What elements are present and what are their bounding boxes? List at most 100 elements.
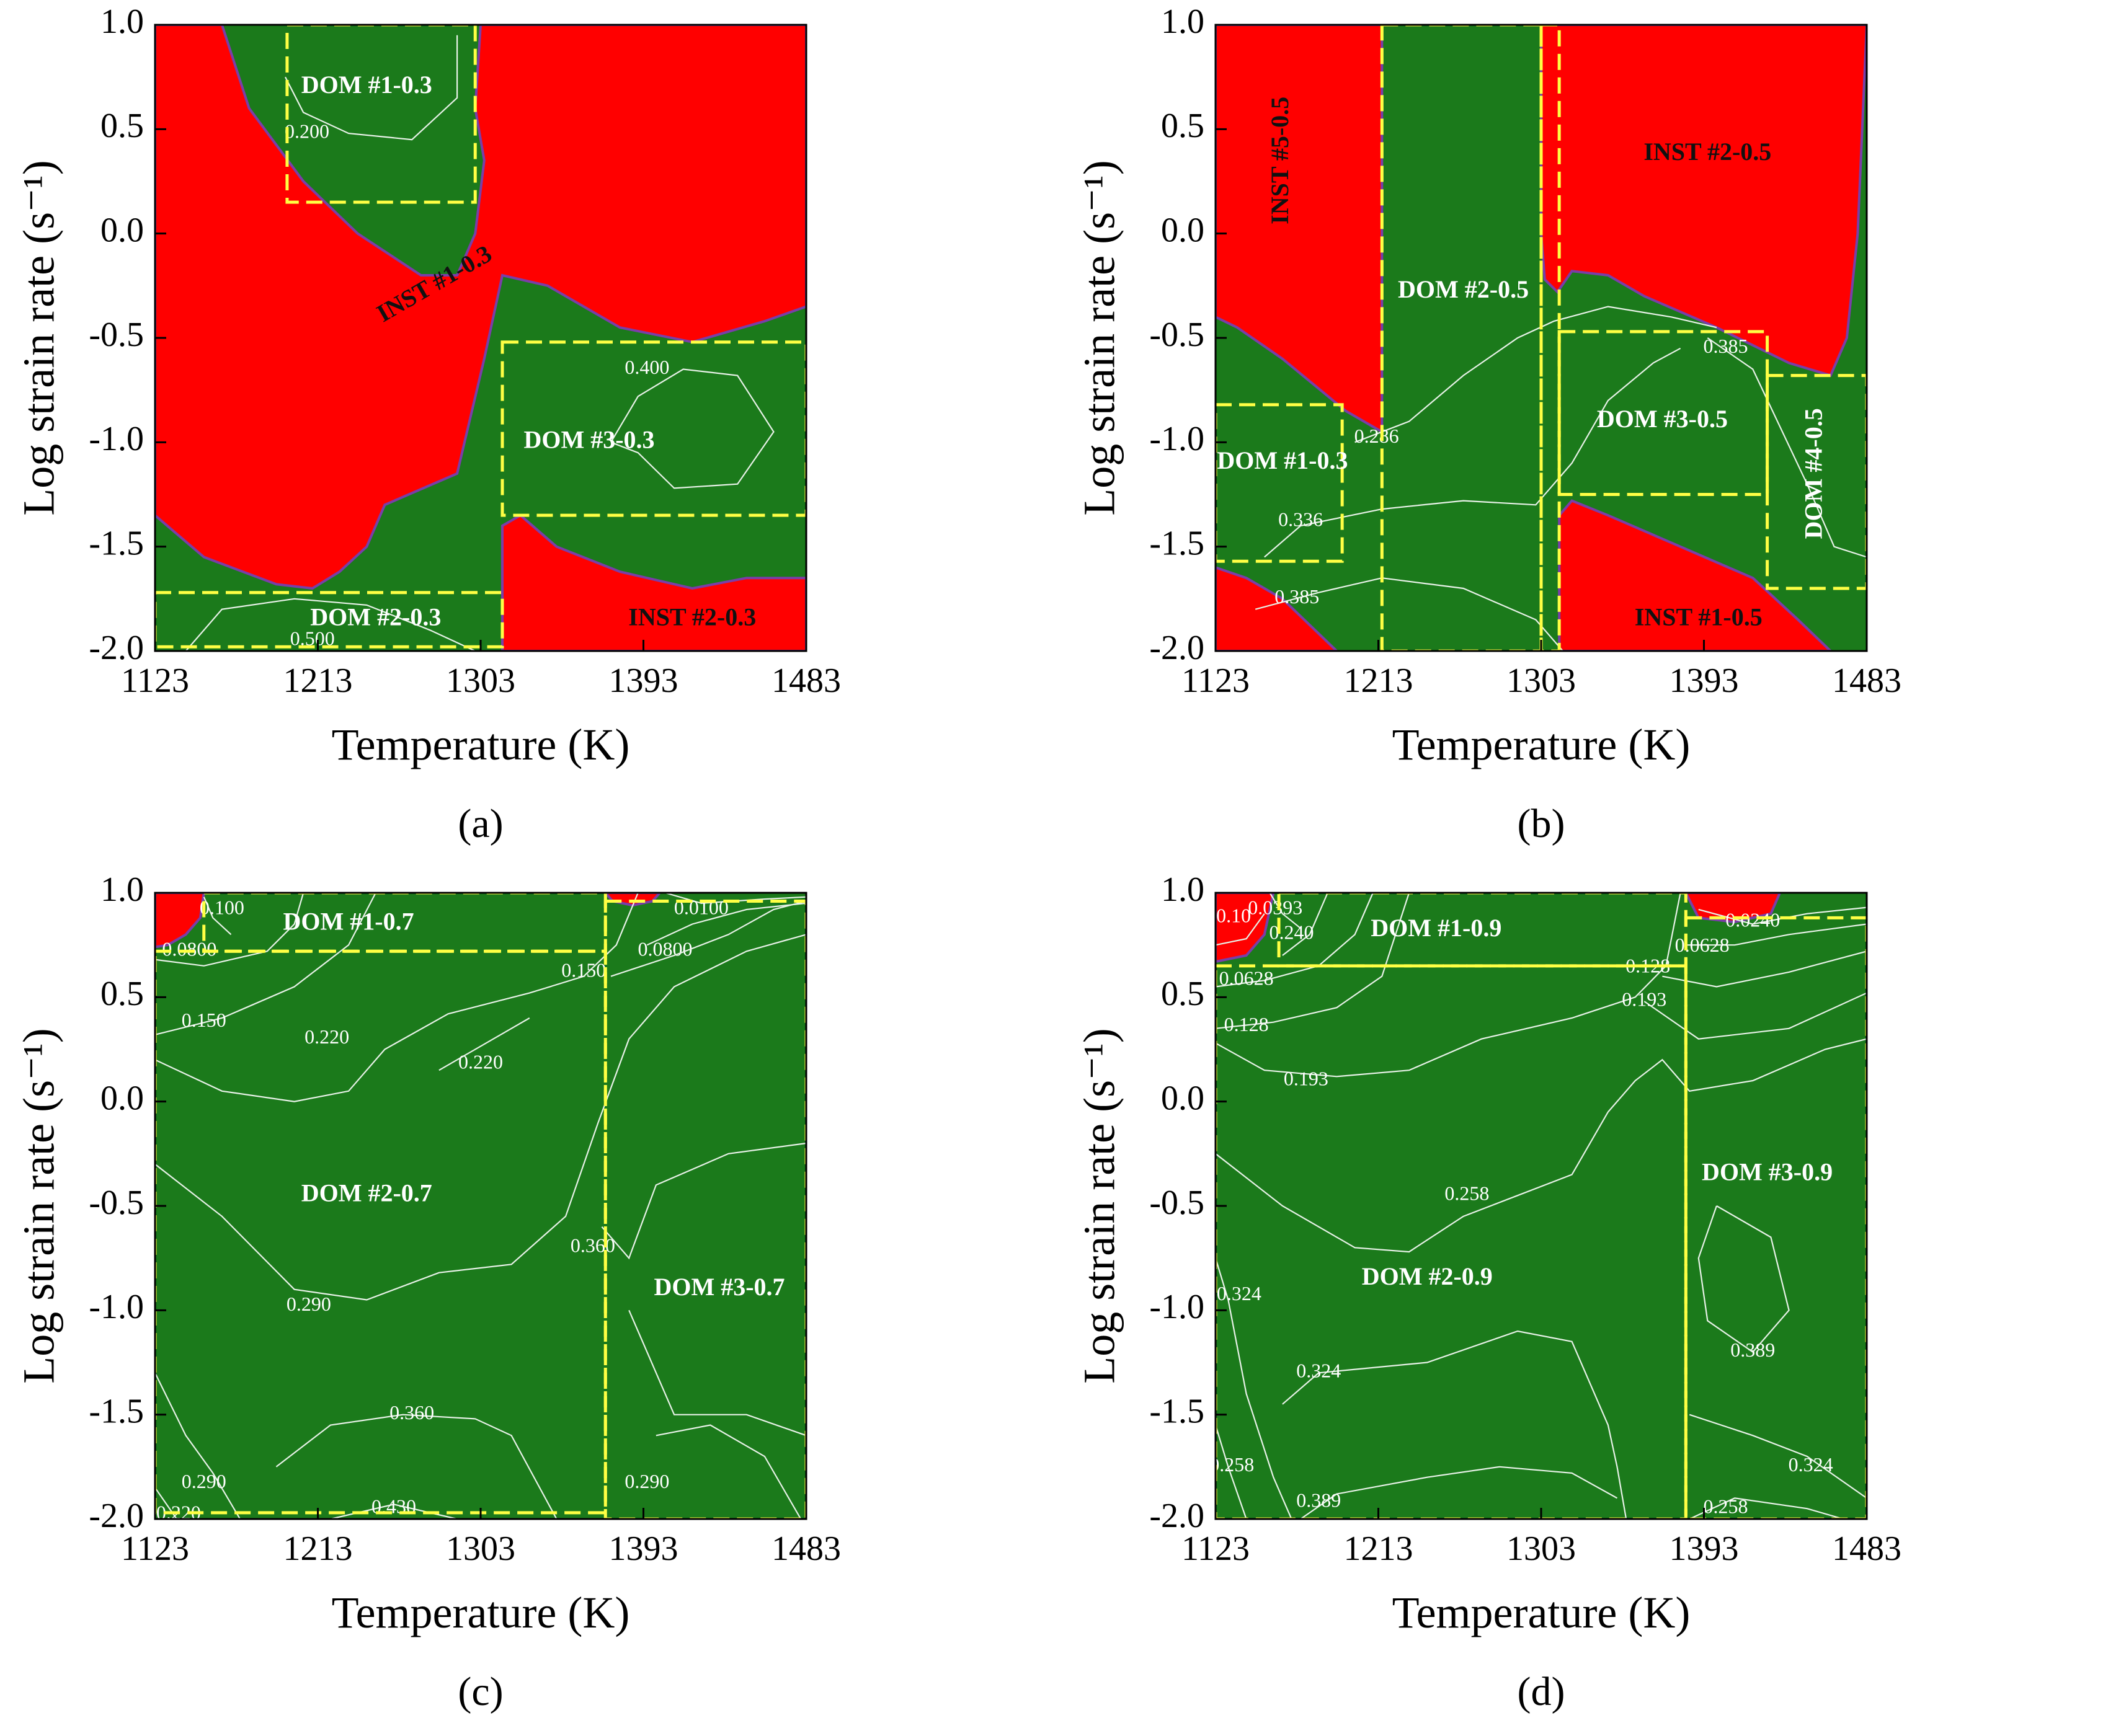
- x-tick-label: 1123: [121, 1530, 189, 1568]
- instability-label: INST #2-0.3: [628, 603, 756, 631]
- x-tick-label: 1213: [283, 662, 353, 700]
- y-tick-label: 1.0: [1161, 870, 1204, 909]
- panel-d: 0.10 0.0393 0.240 0.0628 0.128 0.193 0.0240 0.0…: [1060, 868, 2121, 1736]
- contour-line: [1689, 1497, 1844, 1519]
- contour-label: 0.0240: [1725, 908, 1780, 931]
- contour-label: 0.150: [182, 1009, 226, 1031]
- instability-label: INST #1-0.5: [1635, 603, 1763, 631]
- contour-line: [155, 1372, 241, 1519]
- x-tick-label: 1213: [1344, 662, 1413, 700]
- contour-label: 0.0800: [162, 938, 216, 960]
- contour-line: [1216, 893, 1410, 1029]
- contour-line: [1216, 1038, 1867, 1253]
- y-tick-label: -1.5: [89, 1393, 144, 1431]
- domain-label: DOM #2-0.7: [301, 1179, 432, 1207]
- domain-label: DOM #3-0.3: [523, 426, 654, 454]
- domain-label: DOM #1-0.3: [301, 71, 432, 99]
- y-tick-label: -0.5: [89, 1184, 144, 1222]
- y-tick-label: -0.5: [1149, 1184, 1204, 1222]
- contour-line: [601, 1142, 806, 1260]
- contour-label: 0.10: [1216, 905, 1251, 927]
- domain-label: DOM #1-0.3: [1217, 446, 1348, 474]
- x-tick-label: 1303: [1506, 662, 1576, 700]
- contour-label: 0.193: [1622, 988, 1666, 1010]
- x-tick-label: 1393: [1670, 662, 1739, 700]
- domain-label: DOM #4-0.5: [1800, 408, 1828, 539]
- processing-map-c: 0.100 0.0800 0.150 0.220 0.220 0.0100 0.0800 0.…: [14, 870, 841, 1714]
- y-tick-label: -1.0: [1149, 1288, 1204, 1326]
- x-tick-label: 1483: [771, 1530, 841, 1568]
- contour-line: [155, 893, 639, 1102]
- panel-caption: (d): [1518, 1669, 1565, 1714]
- y-tick-label: -1.5: [1149, 525, 1204, 563]
- contour-label: 0.400: [625, 356, 669, 378]
- x-tick-label: 1123: [1181, 662, 1250, 700]
- contour-label: 0.385: [1704, 335, 1748, 357]
- instability-region: [155, 893, 205, 949]
- contour-line: [1282, 1330, 1627, 1519]
- domain-label: DOM #3-0.5: [1597, 405, 1728, 433]
- domain-box: [500, 340, 806, 517]
- instability-region: [1216, 893, 1275, 963]
- contour-line: [1686, 923, 1867, 946]
- x-tick-label: 1483: [1832, 1530, 1901, 1568]
- contour-label: 0.0393: [1248, 896, 1302, 918]
- x-axis-title: Temperature (K): [332, 720, 630, 769]
- contour-line: [1264, 347, 1681, 558]
- y-tick-label: 0.5: [100, 975, 144, 1013]
- domain-box: [285, 25, 477, 204]
- x-axis-title: Temperature (K): [1392, 720, 1691, 769]
- instability-label: INST #2-0.5: [1643, 138, 1771, 166]
- contour-line: [185, 598, 476, 651]
- contour-label: 0.220: [156, 1502, 201, 1524]
- contour-line: [1689, 1414, 1867, 1499]
- contour-label: 0.290: [287, 1293, 331, 1315]
- contour-line: [1216, 1257, 1292, 1519]
- contour-line: [1707, 337, 1867, 558]
- x-axis-title: Temperature (K): [1392, 1588, 1691, 1637]
- contour-label: 0.0100: [674, 896, 729, 918]
- y-tick-label: -0.5: [1149, 316, 1204, 354]
- y-tick-label: 1.0: [1161, 2, 1204, 41]
- y-axis-title: Log strain rate (s⁻¹): [14, 1028, 64, 1383]
- domain-label: DOM #2-0.9: [1362, 1262, 1493, 1290]
- contour-line: [1282, 893, 1328, 956]
- contour-line: [155, 893, 376, 1035]
- contour-line: [1216, 913, 1265, 946]
- domain-label: DOM #2-0.5: [1398, 275, 1529, 303]
- contour-label: 0.258: [1444, 1182, 1489, 1205]
- contour-label: 0.336: [1278, 508, 1323, 531]
- y-axis-title: Log strain rate (s⁻¹): [1075, 1028, 1124, 1383]
- contour-line: [1697, 1205, 1790, 1353]
- contour-label: 0.385: [1274, 585, 1319, 608]
- y-tick-label: -1.5: [89, 525, 144, 563]
- x-tick-label: 1123: [121, 662, 189, 700]
- contour-label: 0.0628: [1219, 967, 1274, 990]
- contour-line: [1354, 306, 1717, 443]
- contour-label: 0.324: [1296, 1360, 1341, 1382]
- panel-b: 0.286 0.336 0.385 0.385 DOM #1-0.3 DOM #2-0.5…: [1060, 0, 2121, 868]
- contour-label: 0.290: [182, 1470, 226, 1492]
- contour-label: 0.220: [458, 1050, 503, 1073]
- instability-region: [1216, 25, 1384, 434]
- y-tick-label: -1.0: [1149, 420, 1204, 458]
- instability-region: [1540, 25, 1867, 378]
- instability-label: INST #5-0.5: [1266, 97, 1294, 224]
- domain-box: [1539, 25, 1561, 651]
- instability-region: [155, 25, 806, 590]
- y-tick-label: -2.0: [89, 1497, 144, 1535]
- contour-label: 0.128: [1224, 1013, 1269, 1035]
- contour-label: 0.324: [1217, 1282, 1261, 1304]
- y-tick-label: 0.0: [100, 211, 144, 250]
- panel-caption: (c): [458, 1669, 503, 1714]
- y-tick-label: -1.0: [89, 1288, 144, 1326]
- y-tick-label: 0.5: [1161, 975, 1204, 1013]
- contour-label: 0.193: [1284, 1067, 1328, 1089]
- contour-line: [203, 897, 232, 936]
- y-tick-label: 0.5: [1161, 107, 1204, 145]
- contour-line: [1269, 893, 1301, 929]
- contour-line: [610, 368, 775, 489]
- contour-line: [646, 902, 806, 946]
- contour-label: 0.360: [389, 1401, 434, 1424]
